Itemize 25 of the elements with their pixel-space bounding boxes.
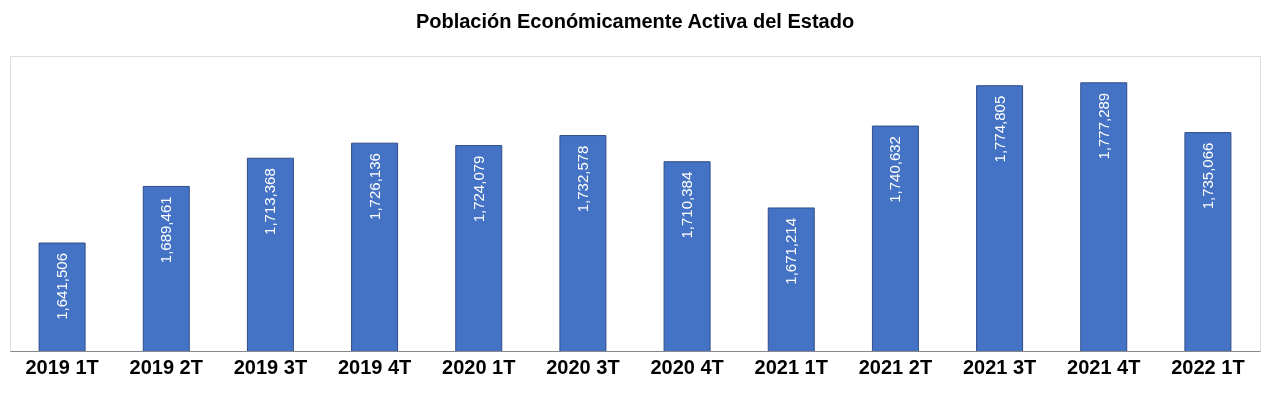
data-label: 1,724,079 <box>469 155 487 223</box>
chart-title: Población Económicamente Activa del Estado <box>415 10 855 32</box>
data-label: 1,689,461 <box>157 196 175 264</box>
data-label: 1,777,289 <box>1094 92 1112 160</box>
x-tick-label: 2019 4T <box>337 355 412 378</box>
data-label: 1,671,214 <box>782 217 800 285</box>
x-tick-label: 2019 1T <box>25 355 99 378</box>
x-tick-label: 2019 3T <box>233 355 308 378</box>
data-label: 1,726,136 <box>365 153 383 220</box>
x-tick-label: 2020 4T <box>650 355 724 378</box>
x-tick-label: 2021 1T <box>754 355 828 378</box>
x-tick-label: 2021 4T <box>1067 355 1141 378</box>
data-label: 1,774,805 <box>990 95 1008 163</box>
data-label: 1,713,368 <box>261 168 279 235</box>
x-tick-label: 2021 2T <box>858 355 933 378</box>
data-label: 1,710,384 <box>678 171 696 239</box>
data-label: 1,740,632 <box>886 136 904 203</box>
x-tick-label: 2021 3T <box>962 355 1037 378</box>
data-label: 1,735,066 <box>1198 142 1216 210</box>
data-label: 1,641,506 <box>53 253 71 320</box>
x-tick-label: 2022 1T <box>1171 355 1245 378</box>
x-tick-label: 2019 2T <box>129 355 203 378</box>
data-label: 1,732,578 <box>573 145 591 213</box>
x-tick-label: 2020 3T <box>546 355 620 378</box>
x-tick-label: 2020 1T <box>442 355 516 378</box>
